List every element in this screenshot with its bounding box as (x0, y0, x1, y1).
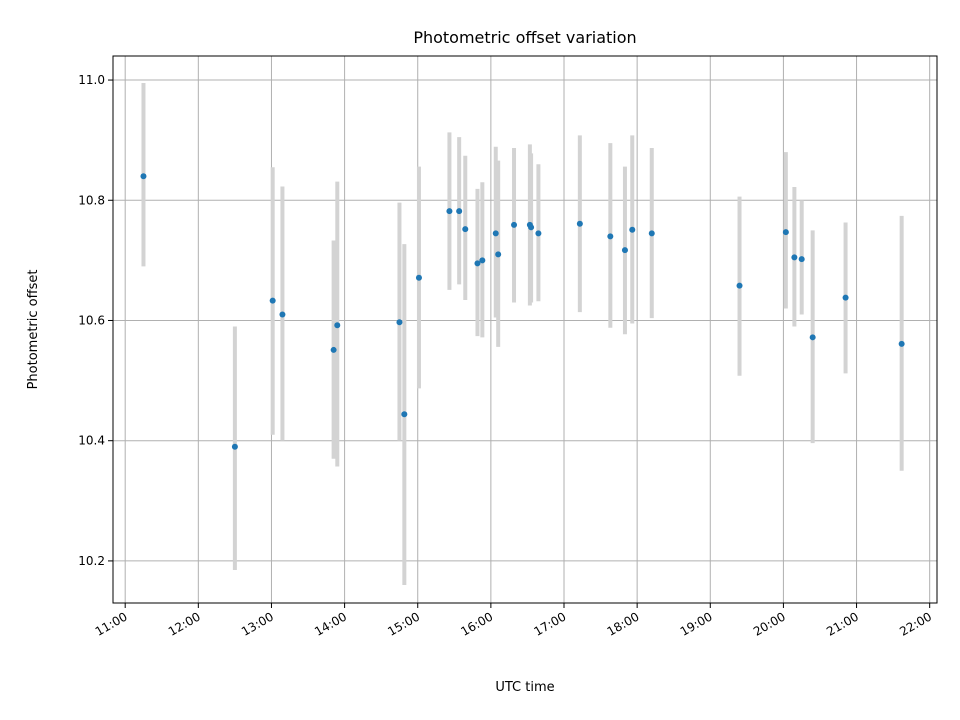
data-point (736, 282, 743, 289)
data-point (474, 260, 481, 267)
x-axis-label: UTC time (495, 680, 554, 695)
data-point (528, 224, 535, 231)
data-point (648, 230, 655, 237)
data-point (798, 256, 805, 263)
x-tick-label: 16:00 (458, 609, 495, 638)
x-tick-label: 15:00 (385, 609, 422, 638)
x-tick-label: 21:00 (824, 609, 861, 638)
x-tick-label: 12:00 (166, 609, 203, 638)
data-points (140, 173, 905, 450)
data-point (511, 221, 518, 228)
y-tick-label: 10.6 (78, 313, 105, 327)
data-point (479, 257, 486, 264)
x-tick-label: 18:00 (605, 609, 642, 638)
data-point (269, 297, 276, 304)
data-point (231, 443, 238, 450)
plot-area-frame (112, 55, 938, 604)
data-point (456, 208, 463, 215)
y-tick-label: 10.8 (78, 193, 105, 207)
axis-ticks: 11:00 12:00 13:00 14:00 15:00 16:00 17:00 18:00… (78, 73, 934, 639)
data-point (401, 411, 408, 418)
data-point (535, 230, 542, 237)
y-axis-label: Photometric offset (26, 270, 41, 390)
data-point (334, 322, 341, 329)
data-point (791, 254, 798, 261)
data-point (782, 229, 789, 236)
data-point (446, 208, 453, 215)
y-tick-label: 10.4 (78, 434, 105, 448)
x-tick-label: 20:00 (751, 609, 788, 638)
data-point (898, 340, 905, 347)
data-point (396, 319, 403, 326)
data-point (607, 233, 614, 240)
x-tick-label: 14:00 (312, 609, 349, 638)
grid (113, 56, 937, 603)
chart-title: Photometric offset variation (413, 28, 636, 47)
error-bars (141, 83, 904, 585)
x-tick-label: 13:00 (239, 609, 276, 638)
data-point (279, 311, 286, 318)
data-point (576, 220, 583, 227)
data-point (621, 247, 628, 254)
x-tick-label: 22:00 (897, 609, 934, 638)
x-tick-label: 11:00 (93, 609, 130, 638)
y-tick-label: 10.2 (78, 554, 105, 568)
data-point (809, 334, 816, 341)
data-point (140, 173, 147, 180)
data-point (629, 226, 636, 233)
x-tick-label: 17:00 (532, 609, 569, 638)
x-tick-label: 19:00 (678, 609, 715, 638)
data-point (842, 294, 849, 301)
data-point (415, 274, 422, 281)
data-point (495, 251, 502, 258)
data-point (462, 226, 469, 233)
y-tick-label: 11.0 (78, 73, 105, 87)
data-point (492, 230, 499, 237)
data-point (330, 346, 337, 353)
